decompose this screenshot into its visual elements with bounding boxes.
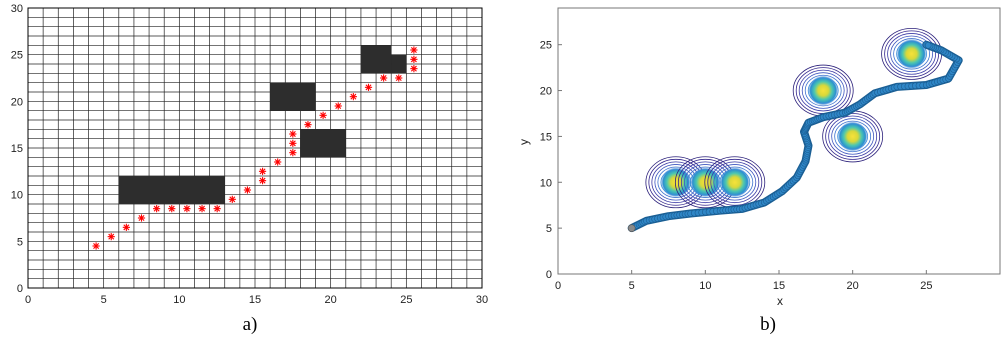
contour-peak (881, 27, 942, 80)
trajectory-marker (924, 42, 932, 49)
panel-a-grid (27, 7, 483, 289)
x-tick-label: 0 (555, 280, 561, 292)
panel-b-x-ticks: 0 5 10 15 20 25 (555, 270, 932, 292)
panel-b-y-axis-label: y (517, 139, 531, 145)
path-star-marker (258, 167, 267, 175)
obstacle-block (118, 176, 225, 204)
path-star-marker (153, 205, 161, 213)
path-star-marker (228, 195, 236, 203)
x-tick-label: 0 (25, 294, 31, 306)
obstacle-block (300, 129, 346, 158)
x-tick-label: 25 (920, 280, 932, 292)
path-star-marker (410, 65, 418, 73)
panel-b-plot: 0 5 10 15 20 25 0 5 10 15 20 25 (540, 7, 1001, 292)
panel-b-contours (645, 27, 942, 209)
x-tick-label: 5 (101, 294, 107, 306)
panel-a-path-markers (92, 46, 418, 250)
panel-b-caption: b) (760, 314, 776, 335)
path-star-marker (107, 233, 115, 241)
path-star-marker (258, 177, 267, 185)
path-star-marker (289, 149, 297, 157)
panel-b-x-axis-label: x (777, 294, 783, 308)
start-point-marker (627, 224, 636, 232)
contour-peak (822, 110, 884, 163)
y-tick-label: 5 (546, 223, 552, 235)
x-tick-label: 15 (773, 280, 785, 292)
path-star-marker (168, 205, 176, 213)
y-tick-label: 20 (540, 86, 552, 98)
x-tick-label: 10 (173, 294, 185, 306)
x-tick-label: 10 (699, 280, 711, 292)
path-star-marker (183, 205, 191, 213)
y-tick-label: 25 (11, 50, 23, 62)
x-tick-label: 30 (476, 294, 488, 306)
path-star-marker (349, 93, 357, 101)
x-tick-label: 5 (629, 280, 635, 292)
path-star-marker (137, 214, 146, 222)
obstacle-block (391, 54, 407, 74)
x-tick-label: 25 (400, 294, 412, 306)
path-star-marker (410, 55, 418, 63)
y-tick-label: 20 (11, 96, 23, 108)
x-tick-label: 20 (325, 294, 337, 306)
y-tick-label: 0 (546, 269, 552, 281)
path-star-marker (274, 158, 282, 166)
y-tick-label: 30 (11, 3, 23, 15)
panel-a-y-ticks: 0 5 10 15 20 25 30 (11, 3, 23, 295)
panel-a-x-ticks: 0 5 10 15 20 25 30 (25, 294, 488, 306)
contour-peak (792, 64, 854, 117)
obstacle-block (270, 82, 316, 111)
path-star-marker (198, 205, 206, 213)
trajectory-outline (627, 40, 963, 233)
y-tick-label: 10 (11, 190, 23, 202)
y-tick-label: 15 (11, 143, 23, 155)
path-star-marker (92, 242, 100, 250)
x-tick-label: 20 (847, 280, 859, 292)
path-star-marker (395, 74, 403, 82)
path-star-marker (243, 186, 252, 194)
x-tick-label: 15 (249, 294, 261, 306)
panel-a-caption: a) (243, 314, 258, 335)
contour-peak (704, 156, 766, 209)
obstacle-block (360, 45, 392, 74)
y-tick-label: 15 (540, 131, 552, 143)
panel-a-frame (27, 7, 483, 289)
y-tick-label: 10 (540, 177, 552, 189)
y-tick-label: 5 (17, 236, 23, 248)
path-star-marker (289, 139, 297, 147)
path-star-marker (122, 223, 130, 231)
y-tick-label: 25 (540, 40, 552, 52)
panel-b-y-ticks: 0 5 10 15 20 25 (540, 40, 562, 281)
path-star-marker (304, 121, 312, 129)
y-tick-label: 0 (17, 283, 23, 295)
panel-a-plot: 0 5 10 15 20 25 30 0 5 10 15 20 25 30 (11, 3, 488, 306)
path-star-marker (289, 130, 297, 138)
panel-a-obstacles (118, 45, 407, 204)
path-star-marker (364, 83, 373, 91)
path-star-marker (410, 46, 418, 54)
trajectory-line (628, 41, 962, 232)
path-star-marker (213, 205, 221, 213)
path-star-marker (319, 111, 327, 119)
path-star-marker (334, 102, 342, 110)
panel-b-path (627, 40, 963, 233)
path-star-marker (380, 74, 388, 82)
